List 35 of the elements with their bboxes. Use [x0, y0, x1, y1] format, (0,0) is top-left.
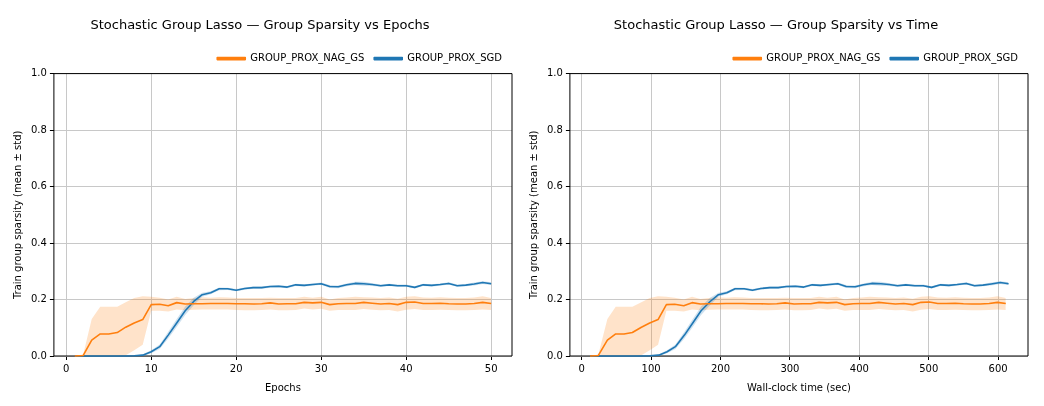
x-tick-label: 400: [849, 362, 869, 374]
y-tick-label: 0.0: [547, 349, 563, 361]
y-tick-label: 0.2: [547, 293, 563, 305]
chart-title: Stochastic Group Lasso — Group Sparsity vs Epochs: [90, 17, 430, 33]
y-tick-label: 1.0: [547, 67, 563, 79]
x-tick-label: 0: [63, 362, 70, 374]
x-tick-label: 100: [641, 362, 661, 374]
y-tick-label: 0.6: [31, 180, 47, 192]
y-tick-label: 0.0: [31, 349, 47, 361]
x-tick-label: 0: [578, 362, 585, 374]
x-axis-title: Epochs: [265, 381, 301, 393]
y-tick-label: 0.4: [31, 236, 47, 248]
y-axis-title: Train group sparsity (mean ± std): [11, 130, 23, 301]
y-tick-label: 0.2: [31, 293, 47, 305]
x-tick-label: 40: [399, 362, 413, 374]
x-tick-label: 50: [484, 362, 498, 374]
y-tick-label: 0.8: [547, 123, 563, 135]
x-tick-label: 10: [144, 362, 158, 374]
legend-label: GROUP_PROX_NAG_GS: [766, 52, 881, 65]
x-axis-title: Wall-clock time (sec): [747, 381, 851, 393]
x-tick-label: 200: [710, 362, 731, 374]
y-tick-label: 0.4: [547, 236, 563, 248]
x-tick-label: 600: [988, 362, 1008, 374]
x-tick-label: 300: [780, 362, 800, 374]
x-tick-label: 20: [229, 362, 243, 374]
x-tick-label: 500: [919, 362, 939, 374]
legend-label: GROUP_PROX_SGD: [407, 52, 503, 65]
legend-label: GROUP_PROX_NAG_GS: [250, 52, 365, 65]
legend-label: GROUP_PROX_SGD: [923, 52, 1019, 65]
y-tick-label: 1.0: [31, 67, 47, 79]
y-tick-label: 0.8: [31, 123, 47, 135]
y-axis-title: Train group sparsity (mean ± std): [527, 130, 539, 301]
x-tick-label: 30: [314, 362, 328, 374]
y-tick-label: 0.6: [547, 180, 563, 192]
chart-title: Stochastic Group Lasso — Group Sparsity vs Time: [613, 17, 939, 33]
